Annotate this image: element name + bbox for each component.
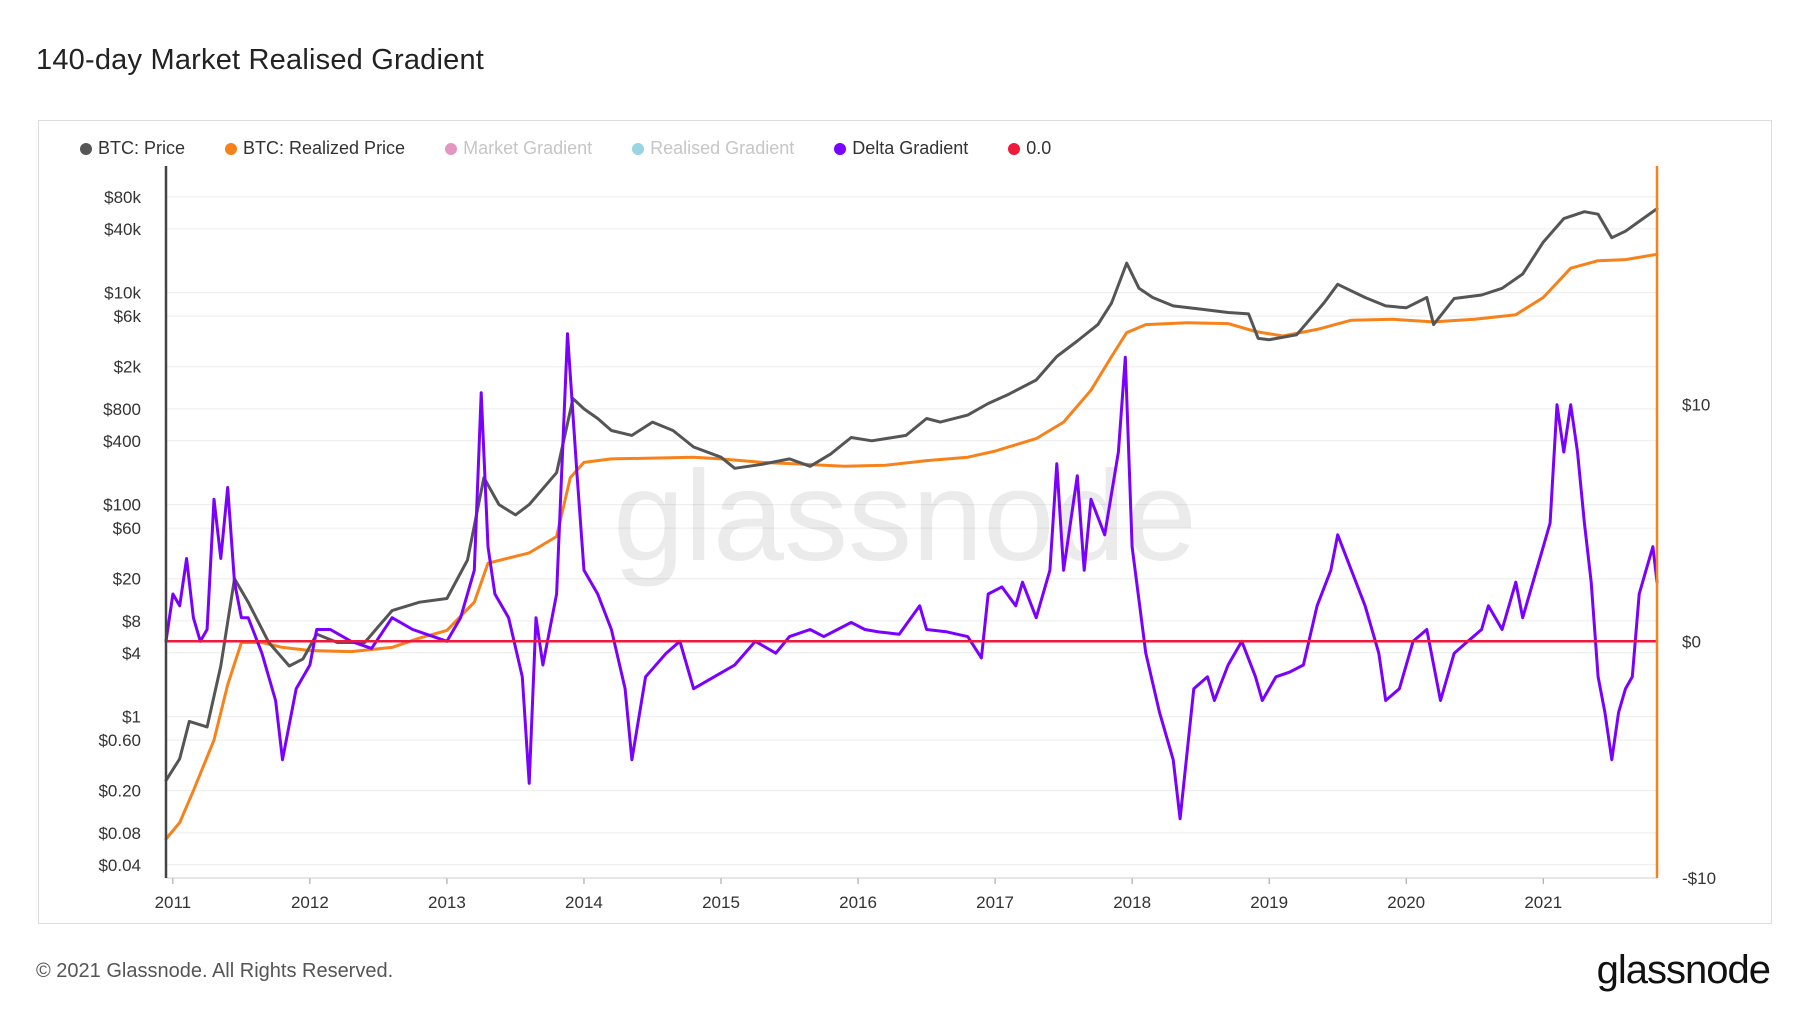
y-left-tick-label: $8	[122, 612, 141, 631]
x-tick-label: 2013	[428, 893, 466, 912]
legend-item[interactable]: Market Gradient	[445, 138, 592, 159]
y-left-tick-label: $100	[103, 496, 141, 515]
y-left-tick-label: $0.20	[98, 782, 141, 801]
legend: BTC: Price BTC: Realized Price Market Grad…	[80, 138, 1091, 159]
y-left-tick-label: $0.04	[98, 856, 141, 875]
legend-item[interactable]: BTC: Price	[80, 138, 185, 159]
x-tick-label: 2014	[565, 893, 603, 912]
y-left-tick-label: $40k	[104, 220, 141, 239]
axis-layer: $80k $40k $10k $6k $2k $800 $400 $100 $60 $20 $8 $4…	[98, 166, 1716, 912]
x-tick-label: 2018	[1113, 893, 1151, 912]
y-right-tick-label: $0	[1682, 632, 1701, 651]
legend-marker-icon	[632, 142, 645, 155]
legend-label: BTC: Realized Price	[243, 138, 406, 158]
series-line-delta-gradient	[164, 332, 1659, 821]
x-tick-label: 2016	[839, 893, 877, 912]
legend-label: Market Gradient	[463, 138, 593, 158]
y-left-tick-label: $0.60	[98, 731, 141, 750]
footer-logo: glassnode	[1596, 948, 1771, 992]
legend-marker-icon	[834, 142, 847, 155]
legend-label: BTC: Price	[98, 138, 186, 158]
legend-label: Delta Gradient	[852, 138, 969, 158]
x-tick-label: 2019	[1250, 893, 1288, 912]
legend-marker-icon	[1008, 142, 1021, 155]
y-left-tick-label: $80k	[104, 188, 141, 207]
x-tick-label: 2020	[1387, 893, 1425, 912]
legend-label: 0.0	[1026, 138, 1052, 158]
y-left-tick-label: $20	[113, 570, 141, 589]
legend-item[interactable]: 0.0	[1008, 138, 1051, 159]
y-left-tick-label: $2k	[114, 358, 142, 377]
y-right-tick-label: -$10	[1682, 869, 1716, 888]
x-tick-label: 2012	[291, 893, 329, 912]
grid-layer	[166, 196, 1657, 866]
legend-item[interactable]: Delta Gradient	[834, 138, 968, 159]
series-line-btc-realized-price	[164, 252, 1659, 841]
y-left-tick-label: $800	[103, 400, 141, 419]
watermark-logo: glassnode	[613, 445, 1197, 588]
x-tick-label: 2011	[155, 893, 192, 912]
y-left-tick-label: $6k	[114, 307, 142, 326]
legend-marker-icon	[225, 142, 238, 155]
legend-item[interactable]: Realised Gradient	[632, 138, 794, 159]
x-tick-label: 2015	[702, 893, 740, 912]
y-left-tick-label: $0.08	[98, 824, 141, 843]
y-left-tick-label: $400	[103, 432, 141, 451]
y-left-tick-label: $60	[113, 519, 141, 538]
copyright-text: © 2021 Glassnode. All Rights Reserved.	[36, 960, 394, 982]
y-left-tick-label: $4	[122, 644, 141, 663]
page-title: 140-day Market Realised Gradient	[36, 44, 485, 76]
legend-marker-icon	[80, 142, 92, 155]
x-tick-label: 2021	[1524, 893, 1562, 912]
legend-marker-icon	[445, 142, 458, 155]
chart-frame	[38, 120, 1772, 924]
legend-label: Realised Gradient	[650, 138, 795, 158]
y-right-tick-label: $10	[1682, 396, 1710, 415]
series-layer	[164, 207, 1659, 841]
x-tick-label: 2017	[976, 893, 1014, 912]
series-line-btc-price	[164, 207, 1659, 782]
y-left-tick-label: $10k	[104, 284, 141, 303]
y-left-tick-label: $1	[122, 708, 141, 727]
legend-item[interactable]: BTC: Realized Price	[225, 138, 405, 159]
